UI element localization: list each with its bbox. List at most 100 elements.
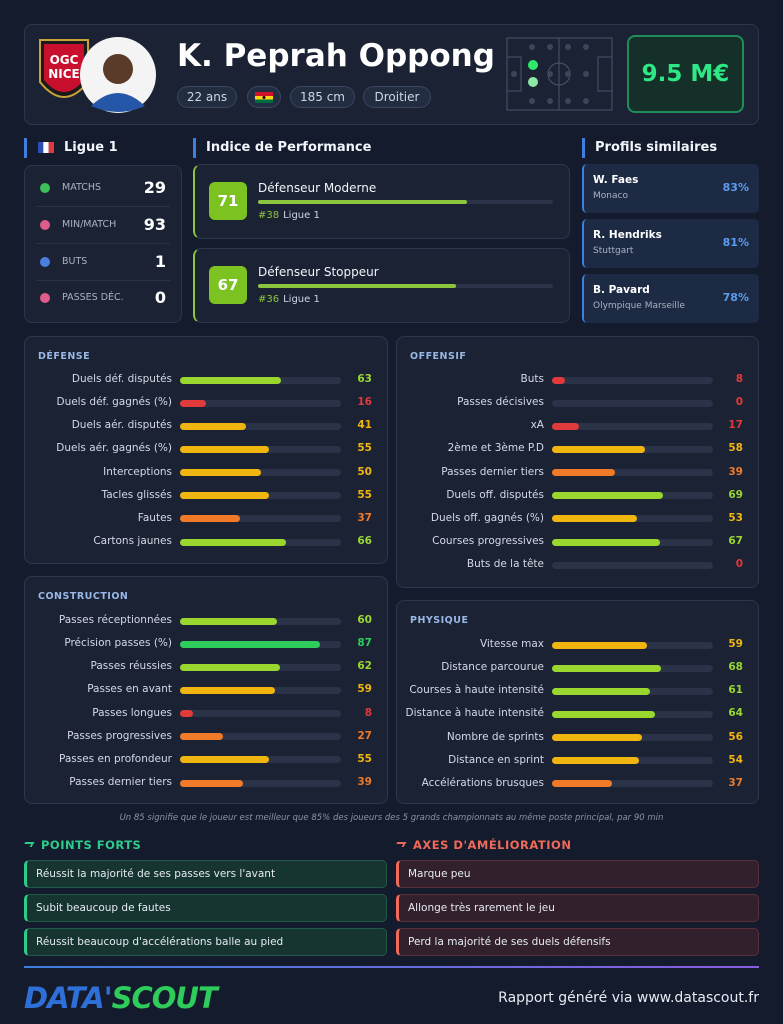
bar-track <box>180 422 341 430</box>
bar-track <box>180 469 341 477</box>
bar <box>180 617 277 625</box>
row-value: 50 <box>357 465 372 478</box>
row-value: 60 <box>357 614 372 626</box>
bar <box>552 422 580 430</box>
row-label: Nombre de sprints <box>446 730 544 743</box>
similar-match: 78% <box>722 291 749 304</box>
bar <box>180 733 224 741</box>
stat-icon <box>40 257 50 267</box>
row-label: Duels aér. gagnés (%) <box>56 442 172 455</box>
separator <box>36 206 170 207</box>
row-label: Buts <box>520 373 544 385</box>
similar-club: Stuttgart <box>593 246 634 256</box>
stat-icon <box>40 183 50 193</box>
score-bar <box>258 200 468 204</box>
bar-track <box>180 399 341 407</box>
player-name: K. Peprah Oppong <box>177 38 495 74</box>
list-item: Marque peu <box>396 860 759 888</box>
market-value: 9.5 M€ <box>627 35 744 113</box>
score-box: 67 <box>209 266 247 304</box>
similar-name: B. Pavard <box>593 284 650 296</box>
bar <box>552 734 643 742</box>
row-value: 39 <box>728 465 743 478</box>
bar <box>552 376 565 384</box>
pitch-position <box>506 37 613 111</box>
rank-league: Ligue 1 <box>283 210 320 221</box>
bar <box>180 492 269 500</box>
tag: Droitier <box>363 86 431 108</box>
role-name: Défenseur Moderne <box>258 181 377 195</box>
tag: 22 ans <box>177 86 237 108</box>
row-value: 59 <box>728 638 743 650</box>
bar <box>552 445 646 453</box>
rank: #38 Ligue 1 <box>258 210 320 221</box>
row-label: Courses progressives <box>432 535 544 548</box>
row-value: 61 <box>728 684 743 697</box>
row-label: Passes progressives <box>67 729 172 742</box>
nationality <box>247 86 281 108</box>
stat-value: 93 <box>143 215 166 234</box>
similar-name: R. Hendriks <box>593 229 662 241</box>
row-label: 2ème et 3ème P.D <box>447 442 544 455</box>
panel-title: CONSTRUCTION <box>38 591 129 602</box>
row-label: Passes en profondeur <box>58 752 172 765</box>
list-item: Allonge très rarement le jeu <box>396 894 759 922</box>
player-photo <box>80 37 156 113</box>
crest-text: OGC <box>50 53 79 67</box>
list-item: Réussit la majorité de ses passes vers l… <box>24 860 387 888</box>
stat-icon <box>40 293 50 303</box>
row-label: Passes réussies <box>90 660 173 673</box>
row-value: 58 <box>728 442 743 455</box>
row-label: Vitesse max <box>479 638 544 650</box>
row-value: 41 <box>357 419 372 432</box>
similar-name: W. Faes <box>593 174 639 186</box>
bar <box>180 515 240 523</box>
row-value: 66 <box>357 535 372 548</box>
stat-label: PASSES DÉC. <box>62 292 124 303</box>
row-value: 68 <box>728 661 743 674</box>
row-label: Duels off. disputés <box>446 488 544 501</box>
bar-track <box>552 376 713 384</box>
row-label: Précision passes (%) <box>64 637 172 650</box>
list-item: Réussit beaucoup d'accélérations balle a… <box>24 928 387 956</box>
flag-france <box>38 142 54 153</box>
row-label: xA <box>530 419 544 432</box>
bar <box>552 687 651 695</box>
row-label: Passes réceptionnées <box>58 614 172 626</box>
bar <box>180 538 287 546</box>
list-title: POINTS FORTS <box>41 838 142 852</box>
bar <box>180 445 269 453</box>
divider <box>24 966 759 968</box>
rank-league: Ligue 1 <box>283 294 320 305</box>
row-value: 0 <box>735 558 743 571</box>
bar <box>552 757 639 765</box>
row-label: Cartons jaunes <box>93 535 172 548</box>
row-value: 59 <box>357 683 372 696</box>
league-title: Ligue 1 <box>24 138 118 158</box>
row-label: Passes en avant <box>87 683 172 696</box>
bar <box>180 640 321 648</box>
bar-track <box>180 515 341 523</box>
row-label: Duels aér. disputés <box>71 419 172 432</box>
bar <box>552 515 638 523</box>
row-value: 55 <box>357 752 372 765</box>
row-label: Passes décisives <box>457 396 544 409</box>
similar-match: 83% <box>722 181 749 194</box>
similar-card <box>582 274 759 323</box>
row-value: 54 <box>728 753 743 766</box>
row-label: Accélérations brusques <box>421 776 544 789</box>
bar-track <box>552 780 713 788</box>
performance-title: Indice de Performance <box>193 138 371 158</box>
row-value: 0 <box>735 396 743 409</box>
row-label: Distance en sprint <box>448 753 544 766</box>
note: Un 85 signifie que le joueur est meilleu… <box>119 813 664 823</box>
row-value: 8 <box>364 706 372 719</box>
row-value: 67 <box>728 535 743 548</box>
row-label: Courses à haute intensité <box>409 684 544 697</box>
row-label: Tacles glissés <box>101 488 172 501</box>
similar-club: Monaco <box>593 191 628 201</box>
panel-title: OFFENSIF <box>410 351 467 362</box>
panel-title: PHYSIQUE <box>410 615 469 626</box>
row-label: Passes longues <box>92 706 172 719</box>
